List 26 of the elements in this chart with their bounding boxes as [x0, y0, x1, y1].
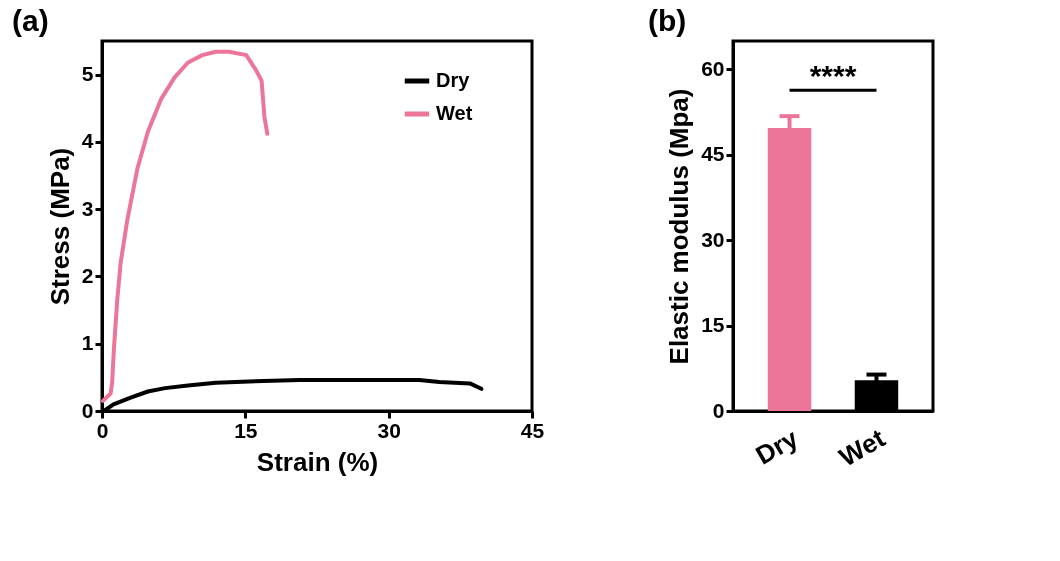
chart-title: (a): [12, 4, 49, 37]
y-tick-label: 4: [81, 129, 94, 153]
legend-label: Wet: [436, 102, 473, 124]
y-tick-label: 5: [81, 62, 94, 86]
y-tick-label: 2: [81, 263, 94, 287]
y-tick-label: 45: [701, 142, 725, 166]
legend-label: Dry: [436, 69, 471, 91]
x-tick-label: Wet: [834, 422, 891, 473]
y-tick-label: 30: [701, 227, 725, 251]
y-tick-label: 15: [701, 313, 725, 337]
chart-title: (b): [648, 4, 687, 37]
x-tick-label: Dry: [750, 422, 804, 471]
y-axis-title: Stress (MPa): [44, 147, 75, 306]
x-tick-label: 30: [377, 418, 401, 442]
x-axis-title: Strain (%): [256, 446, 379, 477]
x-tick-label: 0: [96, 418, 109, 442]
y-tick-label: 0: [81, 398, 94, 422]
line-series: [100, 49, 270, 403]
x-tick-label: 45: [520, 418, 545, 442]
y-axis-title: Elastic modulus (Mpa): [664, 88, 695, 365]
x-tick-label: 15: [234, 418, 258, 442]
y-tick-label: 0: [712, 398, 725, 422]
y-tick-label: 3: [81, 196, 94, 220]
annotation: ****: [809, 59, 857, 93]
y-tick-label: 1: [81, 331, 94, 355]
y-tick-label: 60: [701, 56, 725, 80]
